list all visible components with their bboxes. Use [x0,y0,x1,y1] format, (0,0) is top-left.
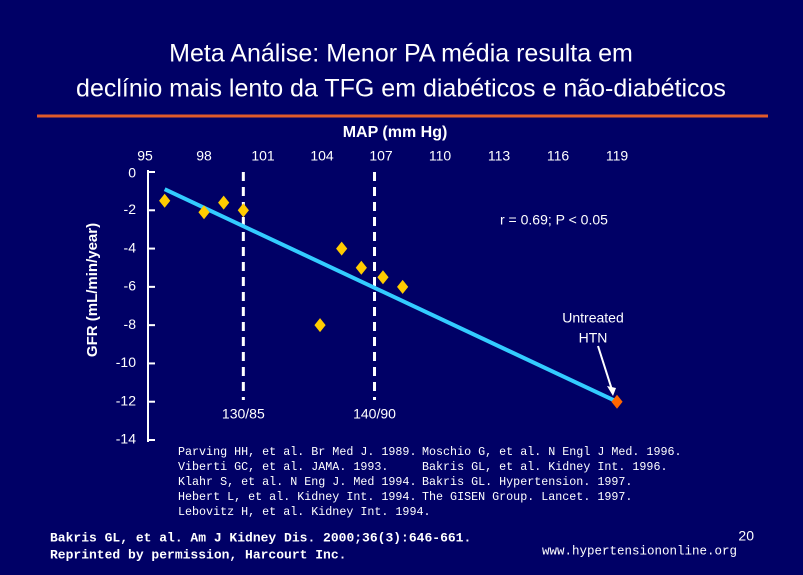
data-point [397,279,409,294]
data-point [611,394,623,409]
point-annotation: HTN [579,330,608,346]
title-line: Meta Análise: Menor PA média resulta em [169,40,633,68]
y-tick-label: -6 [124,278,137,294]
data-point [377,270,389,285]
title-line: declínio mais lento da TFG em diabéticos… [76,75,726,103]
x-tick-label: 98 [196,148,212,164]
reference: Klahr S, et al. N Eng J. Med 1994. [178,475,416,489]
y-tick-label: -10 [116,354,136,370]
reference: Lebovitz H, et al. Kidney Int. 1994. [178,505,431,519]
x-tick-label: 104 [310,148,334,164]
page-number: 20 [738,528,754,544]
x-axis-title: MAP (mm Hg) [343,124,448,141]
data-point [159,193,171,208]
reference: Bakris GL. Hypertension. 1997. [422,475,632,489]
data-point [218,195,230,210]
y-axis-title: GFR (mL/min/year) [84,223,101,357]
reference: Moschio G, et al. N Engl J Med. 1996. [422,445,682,459]
x-tick-label: 101 [251,148,275,164]
annotation-arrowhead [607,386,616,396]
x-tick-label: 113 [488,148,511,164]
url: www.hypertensiononline.org [542,544,737,558]
x-tick-label: 107 [369,148,393,164]
reference: Hebert L, et al. Kidney Int. 1994. [178,490,416,504]
y-tick-label: -8 [124,316,137,332]
data-point [336,241,348,256]
reference: Bakris GL, et al. Kidney Int. 1996. [422,460,667,474]
point-annotation: Untreated [562,310,623,326]
y-tick-label: -4 [124,239,137,255]
data-point [198,205,210,220]
y-tick-label: -2 [124,201,137,217]
annotation-arrow [597,345,614,394]
x-tick-label: 95 [137,148,153,164]
stat-annotation: r = 0.69; P < 0.05 [500,212,608,228]
x-tick-label: 116 [547,148,570,164]
y-tick-label: 0 [128,165,136,181]
data-point [237,203,249,218]
reference-label: 130/85 [222,406,265,422]
data-point [355,260,367,275]
data-point [314,318,326,333]
x-tick-label: 119 [606,148,629,164]
reference: Parving HH, et al. Br Med J. 1989. [178,445,416,459]
citation: Bakris GL, et al. Am J Kidney Dis. 2000;… [50,530,471,545]
reference: The GISEN Group. Lancet. 1997. [422,490,632,504]
regression-line [163,187,618,404]
y-tick-label: -12 [116,392,136,408]
y-tick-label: -14 [116,431,136,447]
reference-label: 140/90 [353,406,396,422]
x-tick-label: 110 [429,148,452,164]
reference: Viberti GC, et al. JAMA. 1993. [178,460,388,474]
citation: Reprinted by permission, Harcourt Inc. [50,547,346,562]
